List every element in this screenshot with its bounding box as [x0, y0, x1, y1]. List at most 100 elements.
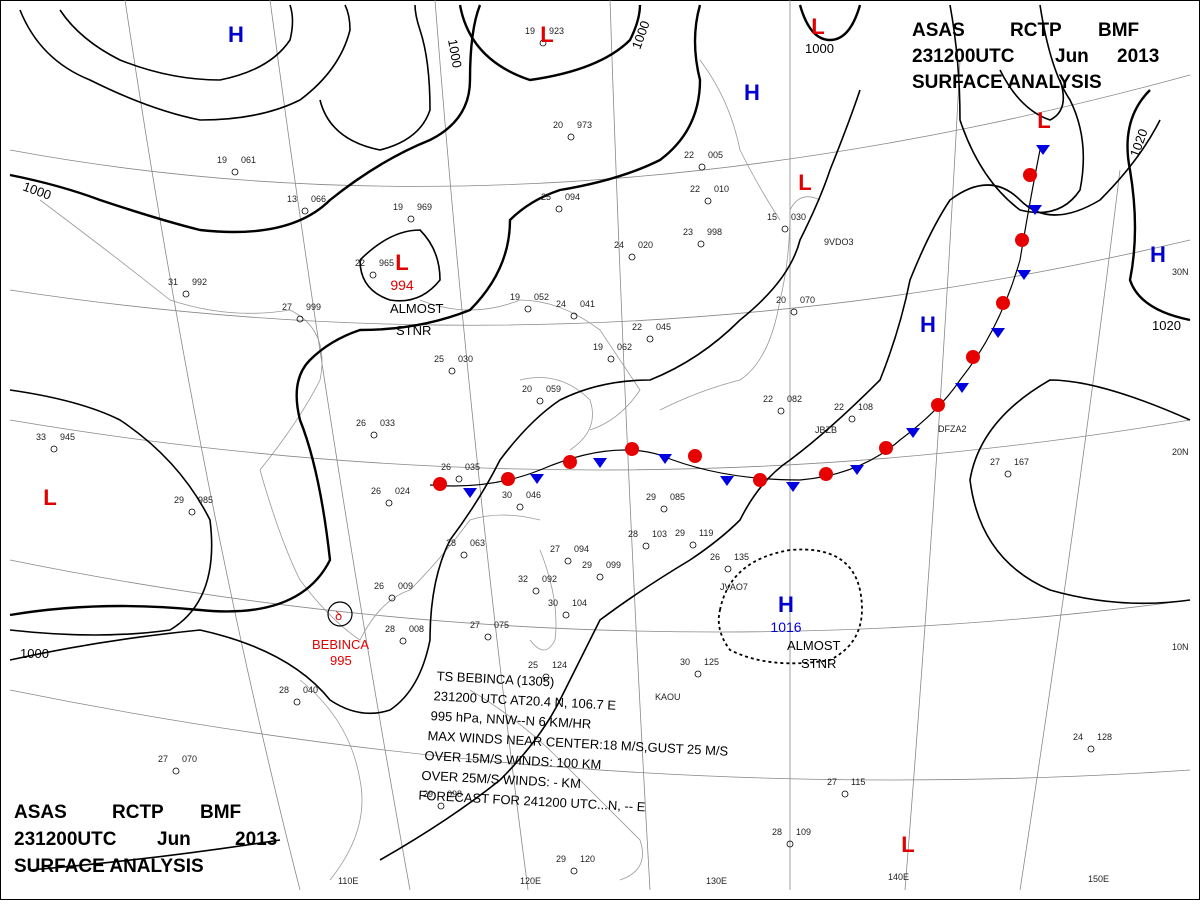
station-pressure: 923 — [549, 26, 564, 36]
station-plot: 29 099 — [582, 560, 621, 581]
station-pressure: 109 — [796, 827, 811, 837]
station-temp: 28 — [628, 529, 638, 539]
station-circle-icon — [555, 205, 563, 213]
station-circle-icon — [542, 673, 550, 681]
station-temp: 28 — [772, 827, 782, 837]
station-temp: 23 — [683, 227, 693, 237]
station-plot: 30 046 — [502, 490, 541, 511]
longitude-label: 120E — [520, 876, 541, 886]
station-circle-icon — [385, 499, 393, 507]
latitude-label: 10N — [1172, 642, 1189, 652]
station-temp: 19 — [593, 342, 603, 352]
station-pressure: 005 — [708, 150, 723, 160]
station-plot: 19 052 — [510, 292, 549, 313]
cold-front-triangle-icon — [906, 428, 920, 438]
station-pressure: 030 — [791, 212, 806, 222]
pressure-center-L: L — [540, 22, 553, 47]
station-temp: 22 — [834, 402, 844, 412]
station-circle-icon — [388, 594, 396, 602]
station-circle-icon — [781, 225, 789, 233]
station-pressure: 040 — [303, 685, 318, 695]
warm-front-semicircle-icon — [931, 398, 945, 412]
pressure-center-H: H — [920, 312, 936, 337]
station-temp: 29 — [675, 528, 685, 538]
station-pressure: 104 — [572, 598, 587, 608]
station-temp: 24 — [614, 240, 624, 250]
header-time: 231200UTC — [912, 46, 1015, 67]
station-circle-icon — [841, 790, 849, 798]
station-pressure: 103 — [652, 529, 667, 539]
station-temp: 22 — [632, 322, 642, 332]
station-pressure: 045 — [656, 322, 671, 332]
station-temp: 27 — [550, 544, 560, 554]
station-circle-icon — [1087, 745, 1095, 753]
station-pressure: 167 — [1014, 457, 1029, 467]
header-bottom-left: ASAS RCTP BMF 231200UTC Jun 2013 SURFACE… — [14, 802, 277, 877]
station-temp: 26 — [441, 462, 451, 472]
header-title: SURFACE ANALYSIS — [912, 72, 1102, 93]
header-year: 2013 — [235, 829, 277, 850]
cold-front-triangle-icon — [955, 383, 969, 393]
station-plot: 29 098 — [423, 789, 462, 810]
station-circle-icon — [50, 445, 58, 453]
station-plot: 28 063 — [446, 538, 485, 559]
almost-stnr-label: ALMOST — [787, 638, 841, 653]
station-circle-icon — [301, 207, 309, 215]
pressure-centers: H L L H L L H L 994 H L H 1016 L — [43, 14, 1166, 857]
station-plot: 29 085 — [646, 492, 685, 513]
pressure-center-L: L — [395, 250, 408, 275]
header-source: ASAS — [912, 20, 965, 41]
latitude-label: 20N — [1172, 447, 1189, 457]
station-circle-icon — [596, 573, 604, 581]
header-month: Jun — [1055, 46, 1089, 67]
station-temp: 20 — [553, 120, 563, 130]
isobars — [9, 4, 1191, 871]
station-plot: 32 092 — [518, 574, 557, 595]
station-pressure: 070 — [800, 295, 815, 305]
station-circle-icon — [689, 541, 697, 549]
station-circle-icon — [567, 133, 575, 141]
header-title: SURFACE ANALYSIS — [14, 856, 204, 877]
cold-front-triangle-icon — [1017, 270, 1031, 280]
station-circle-icon — [370, 431, 378, 439]
station-circle-icon — [660, 505, 668, 513]
station-pressure: 973 — [577, 120, 592, 130]
station-pressure: 020 — [638, 240, 653, 250]
station-plot: 19 061 — [217, 155, 256, 176]
station-temp: 27 — [990, 457, 1000, 467]
station-plot: 20 070 — [776, 295, 815, 316]
cold-front-triangle-icon — [530, 474, 544, 484]
station-pressure: 999 — [306, 302, 321, 312]
isobar-label: 1020 — [1152, 318, 1181, 333]
station-plot: 25 094 — [541, 192, 580, 213]
station-circle-icon — [562, 611, 570, 619]
almost-stnr-label: STNR — [801, 656, 836, 671]
typhoon-glyph-icon: ꝺ — [335, 609, 342, 623]
station-pressure: 066 — [311, 194, 326, 204]
bulletin-line: TS BEBINCA (1305) — [436, 668, 554, 689]
station-id: 9VDO3 — [824, 237, 854, 247]
station-pressure: 033 — [380, 418, 395, 428]
cold-front-triangle-icon — [593, 458, 607, 468]
station-pressure: 061 — [241, 155, 256, 165]
station-pressure: 128 — [1097, 732, 1112, 742]
station-circle-icon — [790, 308, 798, 316]
station-circle-icon — [694, 670, 702, 678]
station-pressure: 059 — [546, 384, 561, 394]
station-plot: 20 973 — [553, 120, 592, 141]
station-plot: 19 923 — [525, 26, 564, 47]
station-circle-icon — [848, 415, 856, 423]
station-pressure: 094 — [574, 544, 589, 554]
station-pressure: 099 — [606, 560, 621, 570]
cold-front-triangle-icon — [720, 476, 734, 486]
station-temp: 27 — [158, 754, 168, 764]
station-circle-icon — [293, 698, 301, 706]
station-circle-icon — [460, 551, 468, 559]
longitude-label: 150E — [1088, 874, 1109, 884]
station-pressure: 075 — [494, 620, 509, 630]
station-plot: 22 965 — [355, 258, 394, 279]
station-circle-icon — [407, 215, 415, 223]
station-id: DFZA2 — [938, 424, 967, 434]
station-pressure: 070 — [182, 754, 197, 764]
